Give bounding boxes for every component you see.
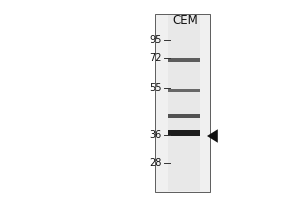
Bar xyxy=(168,130,200,136)
Polygon shape xyxy=(207,129,218,143)
Text: 95: 95 xyxy=(150,35,162,45)
Bar xyxy=(155,14,210,192)
Text: 28: 28 xyxy=(150,158,162,168)
Text: CEM: CEM xyxy=(172,14,198,27)
Bar xyxy=(168,88,200,92)
Text: 36: 36 xyxy=(150,130,162,140)
Text: 55: 55 xyxy=(149,83,162,93)
Bar xyxy=(168,114,200,118)
Bar xyxy=(168,15,200,191)
Bar xyxy=(168,58,200,62)
Text: 72: 72 xyxy=(149,53,162,63)
